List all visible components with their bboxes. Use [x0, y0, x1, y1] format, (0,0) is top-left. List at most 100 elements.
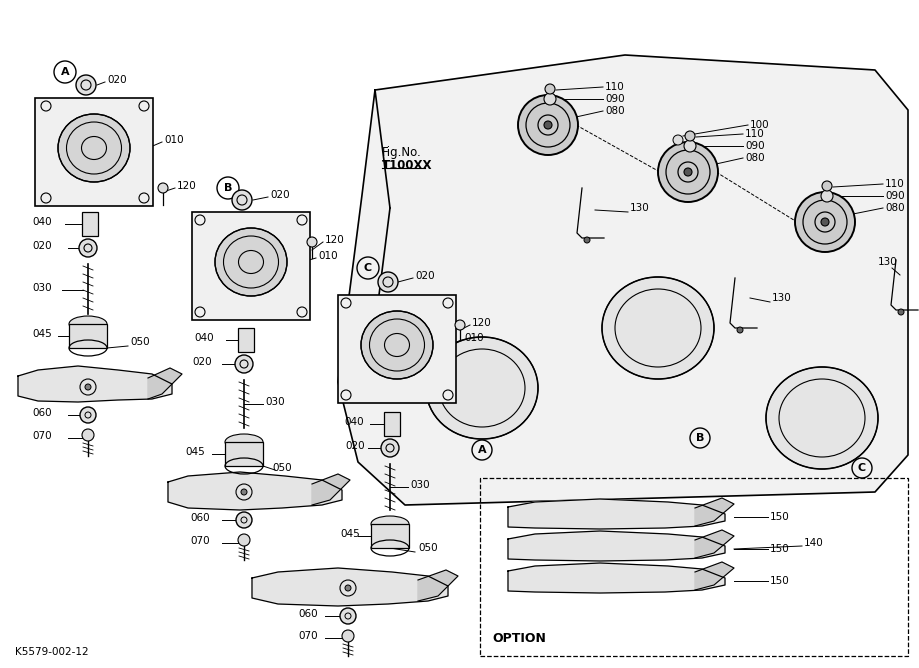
Ellipse shape: [215, 228, 287, 296]
Text: 150: 150: [769, 576, 789, 586]
Text: 090: 090: [744, 141, 764, 151]
Bar: [238, 328, 254, 352]
Polygon shape: [417, 570, 458, 601]
Text: 120: 120: [324, 235, 345, 245]
Circle shape: [657, 142, 717, 202]
Text: 040: 040: [32, 217, 51, 227]
Text: 130: 130: [771, 293, 791, 303]
Bar: [35, 98, 153, 206]
Bar: [82, 212, 98, 236]
Circle shape: [596, 578, 602, 584]
Polygon shape: [694, 498, 733, 526]
Text: 110: 110: [744, 129, 764, 139]
Circle shape: [345, 585, 351, 591]
Circle shape: [736, 327, 743, 333]
Text: 040: 040: [344, 417, 363, 427]
Text: 130: 130: [877, 257, 897, 267]
Circle shape: [673, 135, 682, 145]
Text: 040: 040: [194, 333, 213, 343]
Circle shape: [543, 121, 551, 129]
Polygon shape: [507, 499, 724, 529]
Circle shape: [517, 95, 577, 155]
Text: 050: 050: [272, 463, 291, 473]
Circle shape: [234, 355, 253, 373]
Circle shape: [820, 190, 832, 202]
Text: 080: 080: [605, 106, 624, 116]
Polygon shape: [252, 568, 448, 606]
Text: 020: 020: [345, 441, 364, 451]
Text: 010: 010: [463, 333, 483, 343]
Text: 130: 130: [630, 203, 649, 213]
Text: C: C: [364, 263, 371, 273]
Circle shape: [380, 439, 399, 457]
Ellipse shape: [370, 516, 409, 532]
Text: 150: 150: [769, 512, 789, 522]
Text: 030: 030: [410, 480, 429, 490]
Circle shape: [82, 429, 94, 441]
Text: Fig.No.: Fig.No.: [381, 146, 421, 158]
Text: T100XX: T100XX: [381, 158, 432, 172]
Text: A: A: [477, 445, 486, 455]
Text: 110: 110: [884, 179, 903, 189]
Text: 060: 060: [298, 609, 317, 619]
Bar: [370, 524, 409, 548]
Text: 070: 070: [190, 536, 210, 546]
Ellipse shape: [225, 434, 263, 450]
Polygon shape: [148, 368, 182, 399]
Text: 070: 070: [32, 431, 51, 441]
Bar: [192, 212, 310, 320]
Circle shape: [683, 140, 696, 152]
Polygon shape: [507, 563, 724, 593]
Polygon shape: [337, 55, 907, 505]
Text: 010: 010: [318, 251, 337, 261]
Bar: [69, 324, 107, 348]
Text: K5579-002-12: K5579-002-12: [15, 647, 88, 657]
Circle shape: [794, 192, 854, 252]
Text: 070: 070: [298, 631, 317, 641]
Text: 045: 045: [340, 529, 359, 539]
Text: 100: 100: [749, 120, 769, 130]
Text: C: C: [857, 463, 865, 473]
Text: OPTION: OPTION: [492, 631, 545, 645]
Circle shape: [232, 190, 252, 210]
Circle shape: [158, 183, 168, 193]
Text: 050: 050: [130, 337, 150, 347]
Text: 020: 020: [269, 190, 289, 200]
Circle shape: [820, 218, 828, 226]
Circle shape: [236, 512, 252, 528]
Text: 045: 045: [185, 447, 205, 457]
Polygon shape: [507, 531, 724, 561]
Circle shape: [596, 514, 602, 520]
Ellipse shape: [58, 114, 130, 182]
Circle shape: [340, 608, 356, 624]
Circle shape: [378, 272, 398, 292]
Ellipse shape: [360, 311, 433, 379]
Circle shape: [307, 237, 317, 247]
Text: 140: 140: [803, 538, 823, 548]
Circle shape: [238, 534, 250, 546]
Ellipse shape: [766, 367, 877, 469]
Text: 020: 020: [192, 357, 211, 367]
Text: 080: 080: [884, 203, 903, 213]
Text: 090: 090: [605, 94, 624, 104]
Polygon shape: [694, 530, 733, 558]
Circle shape: [685, 131, 694, 141]
Text: 030: 030: [32, 283, 51, 293]
Text: 080: 080: [744, 153, 764, 163]
Circle shape: [85, 384, 91, 390]
Circle shape: [897, 309, 903, 315]
Ellipse shape: [601, 277, 713, 379]
Text: 060: 060: [32, 408, 51, 418]
Polygon shape: [168, 472, 342, 510]
Text: 090: 090: [884, 191, 903, 201]
Text: 030: 030: [265, 397, 284, 407]
Circle shape: [543, 93, 555, 105]
Text: 060: 060: [190, 513, 210, 523]
Text: 010: 010: [164, 135, 184, 145]
Text: 020: 020: [32, 241, 51, 251]
Text: 045: 045: [32, 329, 51, 339]
Bar: [337, 295, 456, 403]
Circle shape: [241, 489, 246, 495]
Text: B: B: [223, 183, 232, 193]
Circle shape: [76, 75, 96, 95]
